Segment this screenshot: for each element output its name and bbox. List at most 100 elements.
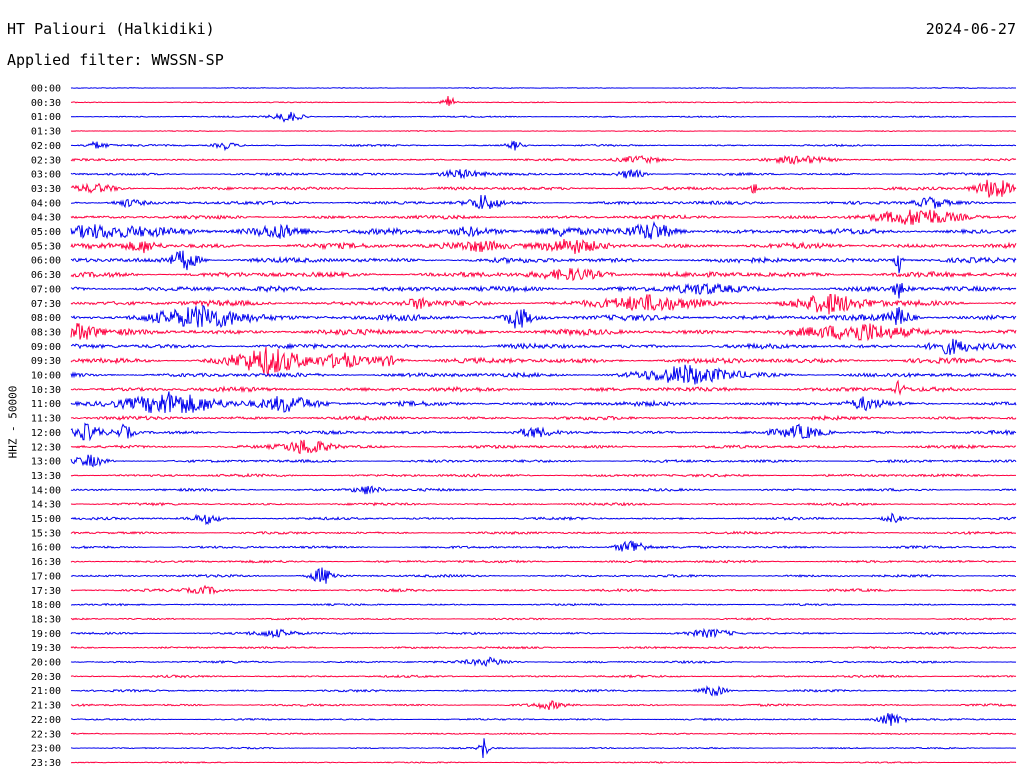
trace-row-0500 [70, 221, 1017, 240]
time-label-1130: 11:30 [31, 414, 61, 425]
time-label-0230: 02:30 [31, 155, 61, 166]
trace-row-1400 [70, 485, 1017, 495]
time-label-0130: 01:30 [31, 127, 61, 138]
trace-row-2300 [70, 738, 1017, 759]
trace-row-1530 [70, 530, 1017, 536]
trace-row-1930 [70, 645, 1017, 650]
time-label-0630: 06:30 [31, 270, 61, 281]
time-label-0200: 02:00 [31, 141, 61, 152]
trace-row-1900 [70, 627, 1017, 639]
trace-row-1230 [70, 439, 1017, 455]
trace-row-1730 [70, 584, 1017, 595]
trace-row-0530 [70, 238, 1017, 255]
trace-row-0830 [70, 323, 1017, 342]
trace-row-1500 [70, 512, 1017, 526]
time-label-1430: 14:30 [31, 500, 61, 511]
time-label-0600: 06:00 [31, 256, 61, 267]
trace-row-0330 [70, 179, 1017, 198]
time-label-2030: 20:30 [31, 672, 61, 683]
time-label-1830: 18:30 [31, 614, 61, 625]
time-label-1630: 16:30 [31, 557, 61, 568]
time-label-1200: 12:00 [31, 428, 61, 439]
time-label-0700: 07:00 [31, 284, 61, 295]
time-label-0100: 01:00 [31, 112, 61, 123]
row-label-group: 00:00 00:30 01:00 01:30 02:00 02:30 03:00 03:30… [31, 84, 61, 769]
time-label-1300: 13:00 [31, 457, 61, 468]
time-label-0500: 05:00 [31, 227, 61, 238]
trace-row-0930 [70, 347, 1017, 377]
time-label-1930: 19:30 [31, 643, 61, 654]
trace-row-2230 [70, 732, 1017, 736]
trace-row-1100 [70, 391, 1017, 414]
time-label-1730: 17:30 [31, 586, 61, 597]
time-label-0430: 04:30 [31, 213, 61, 224]
time-label-1400: 14:00 [31, 485, 61, 496]
trace-row-0600 [70, 250, 1017, 274]
filter-label: Applied filter: WWSSN-SP [7, 51, 224, 69]
trace-row-0000 [70, 86, 1017, 89]
trace-group [70, 86, 1017, 764]
trace-row-2330 [70, 761, 1017, 764]
time-label-0300: 03:00 [31, 170, 61, 181]
time-label-1900: 19:00 [31, 629, 61, 640]
time-label-1700: 17:00 [31, 571, 61, 582]
trace-row-0630 [70, 267, 1017, 282]
time-label-0930: 09:30 [31, 356, 61, 367]
trace-row-0430 [70, 209, 1017, 225]
trace-row-2000 [70, 656, 1017, 668]
trace-row-0100 [70, 111, 1017, 123]
time-label-2100: 21:00 [31, 686, 61, 697]
time-label-1000: 10:00 [31, 371, 61, 382]
trace-row-0900 [70, 338, 1017, 355]
trace-row-0700 [70, 282, 1017, 299]
trace-row-1430 [70, 501, 1017, 507]
time-label-0530: 05:30 [31, 241, 61, 252]
time-label-2130: 21:30 [31, 701, 61, 712]
trace-row-1130 [70, 414, 1017, 422]
time-label-0900: 09:00 [31, 342, 61, 353]
trace-row-0400 [70, 195, 1017, 210]
time-label-1030: 10:30 [31, 385, 61, 396]
trace-row-0030 [70, 95, 1017, 107]
time-label-2000: 20:00 [31, 658, 61, 669]
trace-row-1800 [71, 602, 1017, 607]
time-label-0030: 00:30 [31, 98, 61, 109]
station-title: HT Paliouri (Halkidiki) [7, 20, 215, 38]
time-label-0800: 08:00 [31, 313, 61, 324]
time-label-0830: 08:30 [31, 327, 61, 338]
time-label-0330: 03:30 [31, 184, 61, 195]
time-label-0400: 04:00 [31, 198, 61, 209]
trace-row-2030 [70, 674, 1017, 679]
trace-row-1300 [70, 454, 1017, 468]
time-label-1530: 15:30 [31, 528, 61, 539]
trace-row-1600 [70, 540, 1017, 552]
time-label-1500: 15:00 [31, 514, 61, 525]
time-label-1330: 13:30 [31, 471, 61, 482]
trace-row-0200 [70, 140, 1017, 152]
time-label-2300: 23:00 [31, 744, 61, 755]
trace-row-0730 [70, 293, 1017, 315]
time-label-2200: 22:00 [31, 715, 61, 726]
time-label-0000: 00:00 [31, 84, 61, 95]
trace-row-1630 [70, 559, 1017, 564]
trace-row-1200 [70, 422, 1017, 442]
trace-row-2100 [70, 685, 1017, 697]
plot-date: 2024-06-27 [925, 20, 1016, 38]
trace-row-1830 [70, 617, 1017, 621]
trace-row-0800 [70, 304, 1017, 329]
trace-row-1700 [70, 567, 1017, 584]
time-label-2330: 23:30 [31, 758, 61, 769]
time-label-1800: 18:00 [31, 600, 61, 611]
time-label-1230: 12:30 [31, 442, 61, 453]
time-label-0730: 07:30 [31, 299, 61, 310]
trace-row-0230 [70, 154, 1017, 165]
trace-row-0130 [70, 129, 1017, 133]
time-label-1600: 16:00 [31, 543, 61, 554]
trace-row-0300 [70, 168, 1017, 180]
time-label-1100: 11:00 [31, 399, 61, 410]
trace-row-2130 [70, 700, 1017, 711]
trace-row-1330 [70, 472, 1017, 478]
trace-row-1000 [70, 364, 1017, 385]
trace-row-2200 [70, 713, 1016, 726]
